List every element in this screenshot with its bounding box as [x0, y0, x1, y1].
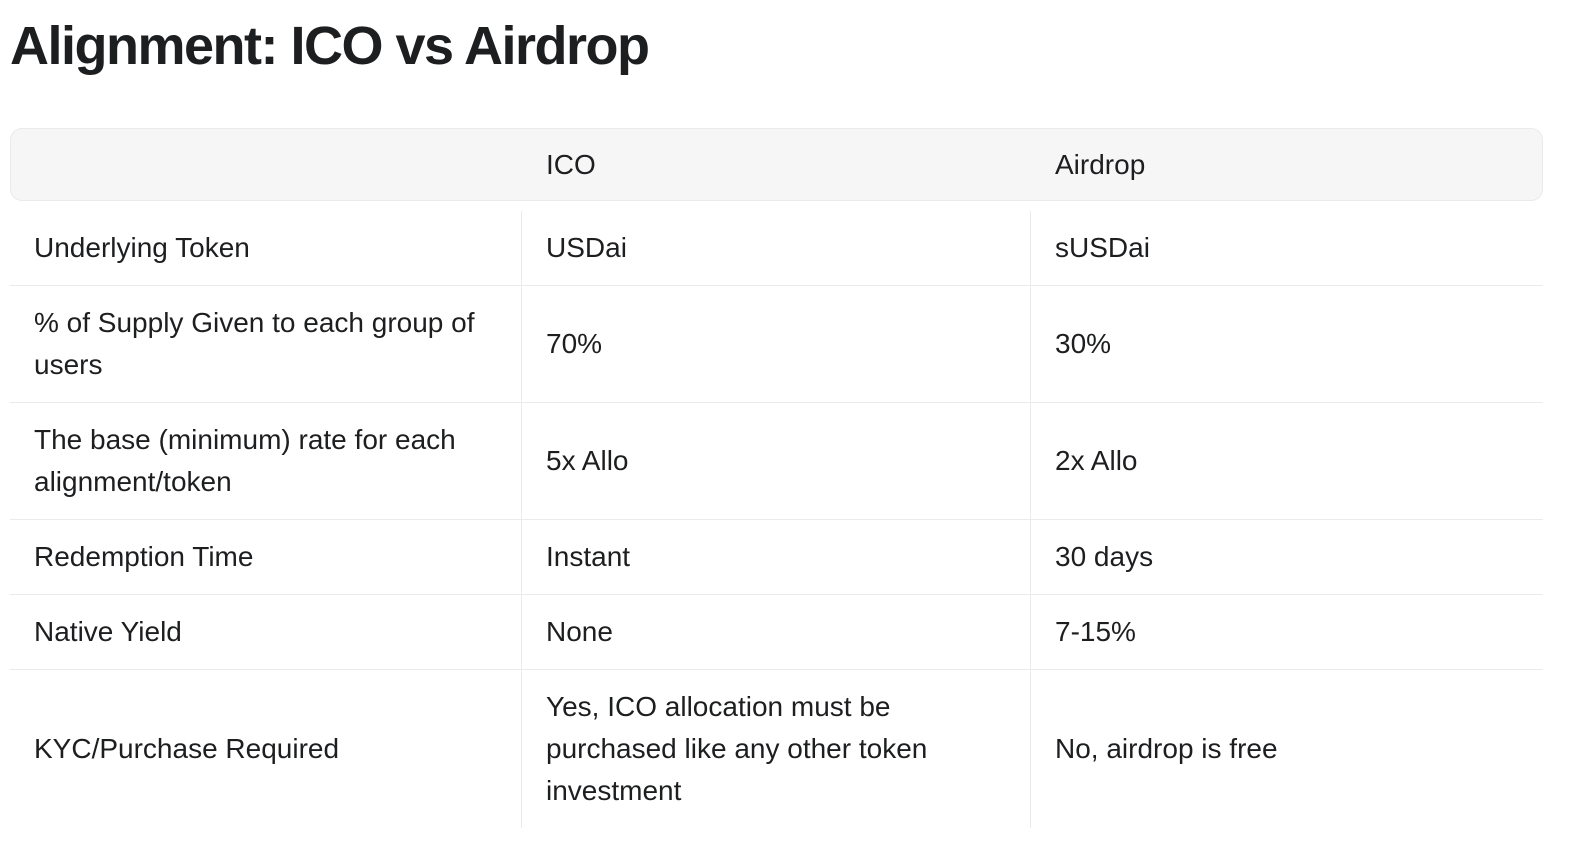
cell-airdrop: sUSDai: [1030, 211, 1543, 285]
table-header-row: ICO Airdrop: [10, 128, 1543, 201]
cell-airdrop: 30 days: [1030, 520, 1543, 594]
cell-ico: USDai: [521, 211, 1030, 285]
row-label: KYC/Purchase Required: [34, 733, 340, 764]
row-label: Underlying Token: [34, 232, 250, 263]
header-cell-airdrop: Airdrop: [1055, 148, 1146, 180]
table-row-supply-percent: % of Supply Given to each group of users…: [10, 286, 1543, 403]
cell-airdrop: 7-15%: [1030, 595, 1543, 669]
cell-ico: None: [521, 595, 1030, 669]
cell-ico: Yes, ICO allocation must be purchased li…: [521, 670, 1030, 828]
table-row-base-rate: The base (minimum) rate for each alignme…: [10, 403, 1543, 520]
page: Alignment: ICO vs Airdrop ICO Airdrop Un…: [10, 16, 1543, 828]
table-row-underlying-token: Underlying Token USDai sUSDai: [10, 211, 1543, 286]
table-body: Underlying Token USDai sUSDai % of Suppl…: [10, 211, 1543, 828]
table-row-native-yield: Native Yield None 7-15%: [10, 595, 1543, 670]
row-label: % of Supply Given to each group of users: [34, 307, 475, 380]
cell-airdrop: No, airdrop is free: [1030, 670, 1543, 828]
cell-airdrop: 30%: [1030, 286, 1543, 402]
cell-ico: Instant: [521, 520, 1030, 594]
table-row-kyc-required: KYC/Purchase Required Yes, ICO allocatio…: [10, 670, 1543, 828]
cell-airdrop: 2x Allo: [1030, 403, 1543, 519]
cell-ico: 5x Allo: [521, 403, 1030, 519]
row-label: The base (minimum) rate for each alignme…: [34, 424, 456, 497]
row-label: Native Yield: [34, 616, 182, 647]
row-label: Redemption Time: [34, 541, 254, 572]
table-row-redemption-time: Redemption Time Instant 30 days: [10, 520, 1543, 595]
page-title: Alignment: ICO vs Airdrop: [10, 16, 650, 76]
cell-ico: 70%: [521, 286, 1030, 402]
comparison-table: ICO Airdrop Underlying Token USDai sUSDa…: [10, 128, 1543, 828]
header-cell-ico: ICO: [546, 148, 596, 180]
